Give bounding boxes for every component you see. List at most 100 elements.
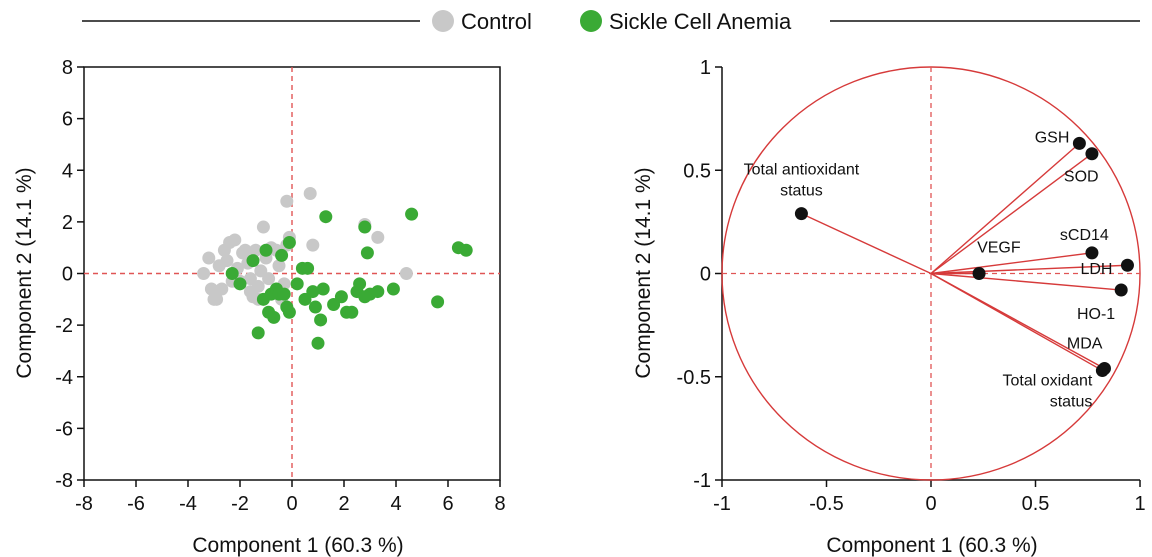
scores-point-control [306, 238, 320, 252]
scores-point-sca [386, 282, 400, 296]
scores-point-control [215, 282, 229, 296]
loadings-x-tick-label: 0.5 [1022, 493, 1050, 515]
scores-point-sca [371, 285, 385, 299]
scores-point-control [371, 230, 385, 244]
scores-point-control [280, 194, 294, 208]
scores-x-tick-label: -4 [179, 493, 197, 515]
loadings-y-tick-label: -0.5 [677, 367, 711, 389]
scores-x-tick-label: -6 [127, 493, 145, 515]
scores-y-tick-label: -2 [55, 315, 73, 337]
loadings-y-axis-label: Component 2 (14.1 %) [632, 167, 655, 378]
scores-point-sca [233, 277, 247, 291]
loading-vector-ldh [930, 264, 1128, 275]
scores-y-tick-label: -4 [55, 367, 73, 389]
scores-point-control [220, 254, 234, 268]
loadings-plot: -1 -0.5 0 0.5 1 1 0.5 0 -0.5 -1 GSH SOD Total antio… [632, 57, 1146, 557]
scores-point-control [228, 233, 242, 247]
loadings-x-axis-label: Component 1 (60.3 %) [826, 534, 1037, 557]
scores-y-tick-label: 4 [62, 160, 73, 182]
scores-point-sca [290, 277, 304, 291]
scores-point-sca [275, 248, 289, 262]
scores-point-control [204, 282, 218, 296]
scores-point-sca [282, 305, 296, 319]
scores-point-sca [316, 282, 330, 296]
loading-label-gsh: GSH [1035, 129, 1070, 146]
loading-label-mda: MDA [1067, 335, 1103, 352]
scores-x-tick-label: 0 [286, 493, 297, 515]
scores-point-sca [319, 210, 333, 224]
scores-y-tick-label: -8 [55, 470, 73, 492]
loading-label-total-antioxidant-status: Total antioxidant status [744, 162, 860, 200]
loading-point-vegf [972, 267, 986, 280]
scores-point-sca [459, 243, 473, 257]
scores-y-tick-label: 8 [62, 57, 73, 79]
scores-point-sca [358, 290, 372, 304]
loading-label-vegf: VEGF [977, 240, 1021, 257]
scores-point-sca [311, 336, 325, 350]
loadings-x-tick-label: -1 [713, 493, 731, 515]
loading-vector-total-oxidant-status [930, 272, 1103, 372]
scores-y-tick-label: -6 [55, 418, 73, 440]
scores-point-sca [358, 220, 372, 234]
scores-point-control [256, 220, 270, 234]
scores-point-sca [277, 287, 291, 301]
scores-y-tick-label: 0 [62, 264, 73, 286]
scores-point-sca [251, 326, 265, 340]
scores-point-sca [267, 310, 281, 324]
scores-x-tick-label: 4 [390, 493, 401, 515]
scores-point-control [243, 285, 257, 299]
scores-point-control [238, 243, 252, 257]
loading-label-sod: SOD [1064, 169, 1099, 186]
scores-point-sca [301, 261, 315, 275]
scores-point-sca [334, 290, 348, 304]
loading-vector-sod [930, 153, 1093, 275]
scores-point-control [202, 251, 216, 265]
loading-label-ho1: HO-1 [1077, 306, 1115, 323]
loading-point-ldh [1120, 258, 1134, 272]
loading-point-gsh [1072, 136, 1086, 150]
loadings-y-tick-label: 0 [700, 264, 711, 286]
loadings-x-tick-label: -0.5 [809, 493, 843, 515]
scores-point-control [399, 267, 413, 280]
loadings-vectors: GSH SOD Total antioxidant status sCD14 VEGF LD… [744, 129, 1134, 411]
scores-point-control [272, 259, 286, 273]
loading-point-ho1 [1114, 283, 1128, 297]
scores-point-sca [259, 243, 273, 257]
scores-point-sca [282, 236, 296, 250]
scores-point-sca [431, 295, 445, 309]
scores-axis-ticks: -8 -6 -4 -2 0 2 4 6 8 8 6 4 2 0 -2 -4 -6 -8 [55, 57, 505, 515]
scores-points [197, 186, 473, 350]
loading-label-scd14: sCD14 [1060, 227, 1109, 244]
scores-point-control [303, 186, 317, 200]
scores-point-control [197, 267, 211, 280]
loadings-y-tick-label: -1 [693, 470, 711, 492]
scores-reference-lines [84, 67, 500, 480]
scores-point-sca [246, 254, 260, 268]
scores-x-tick-label: -2 [231, 493, 249, 515]
legend-marker-sca [580, 10, 602, 32]
scores-y-tick-label: 2 [62, 212, 73, 234]
scores-x-tick-label: 2 [338, 493, 349, 515]
legend-label-sca: Sickle Cell Anemia [609, 9, 792, 34]
loading-point-sod [1085, 147, 1099, 161]
loading-point-total-antioxidant-status [794, 207, 808, 221]
loading-vector-total-antioxidant-status [801, 212, 932, 275]
scores-x-tick-label: 8 [494, 493, 505, 515]
loadings-y-tick-label: 0.5 [683, 160, 711, 182]
scores-x-axis-label: Component 1 (60.3 %) [192, 534, 403, 557]
loading-point-total-oxidant-status [1095, 364, 1109, 378]
loading-label-ldh: LDH [1080, 261, 1112, 278]
loadings-axis-ticks: -1 -0.5 0 0.5 1 1 0.5 0 -0.5 -1 [677, 57, 1146, 515]
scores-point-sca [345, 305, 359, 319]
loadings-x-tick-label: 0 [925, 493, 936, 515]
legend-label-control: Control [461, 9, 532, 34]
loading-vector-ho1 [930, 272, 1122, 291]
scores-x-tick-label: 6 [442, 493, 453, 515]
scores-y-tick-label: 6 [62, 109, 73, 131]
scores-point-sca [353, 277, 367, 291]
loadings-x-tick-label: 1 [1134, 493, 1145, 515]
scores-point-sca [314, 313, 328, 327]
scores-point-control [262, 272, 276, 286]
loading-point-scd14 [1085, 246, 1099, 260]
